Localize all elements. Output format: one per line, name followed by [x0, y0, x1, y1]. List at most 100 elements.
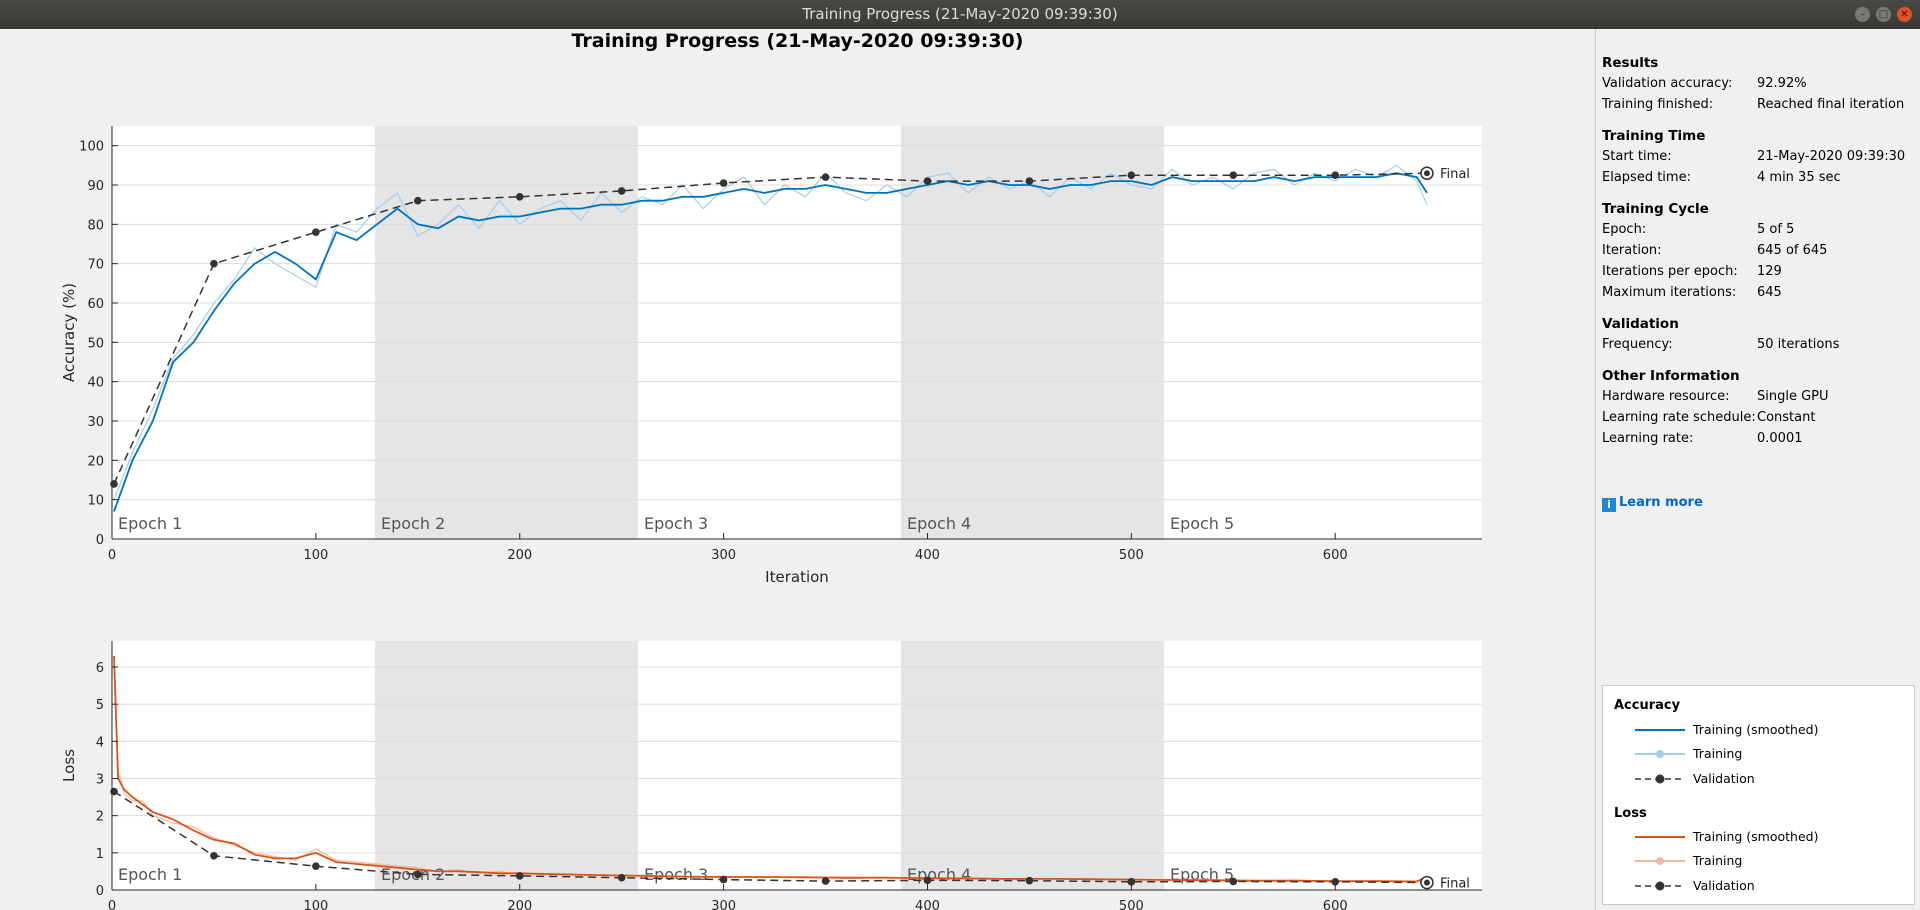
y-tick-label: 90	[87, 179, 104, 194]
maximum-iterations-label: Maximum iterations:	[1602, 285, 1737, 300]
y-tick-label: 3	[96, 773, 104, 788]
validation-point	[617, 873, 626, 882]
x-tick-label: 300	[711, 899, 736, 910]
validation-point	[923, 876, 932, 885]
validation-point	[312, 228, 320, 236]
y-tick-label: 0	[96, 533, 104, 548]
hardware-resource-value: Single GPU	[1757, 389, 1829, 404]
legend-label: Training (smoothed)	[1693, 829, 1819, 844]
epoch-label: Epoch 1	[118, 865, 182, 884]
hardware-resource-label: Hardware resource:	[1602, 389, 1730, 404]
series-line	[113, 790, 1428, 884]
epoch-value: 5 of 5	[1757, 222, 1795, 237]
validation-point	[1229, 877, 1238, 886]
y-tick-label: 10	[87, 494, 104, 509]
validation-accuracy-label: Validation accuracy:	[1602, 76, 1733, 91]
epoch-band	[374, 126, 638, 539]
start-time-label: Start time:	[1602, 149, 1672, 164]
y-tick-label: 4	[96, 735, 104, 750]
x-axis-label: Iteration	[765, 568, 829, 586]
legend-line-icon	[1635, 836, 1685, 838]
x-tick-label: 600	[1323, 899, 1348, 910]
iterations-per-epoch-label: Iterations per epoch:	[1602, 264, 1738, 279]
legend-accuracy-heading: Accuracy	[1614, 698, 1681, 713]
frequency-label: Frequency:	[1602, 337, 1673, 352]
legend-label: Training (smoothed)	[1693, 722, 1819, 737]
validation-point	[1229, 171, 1238, 179]
validation-point	[1331, 878, 1340, 886]
legend-line-marker-icon	[1635, 750, 1685, 758]
plot-area: Training Progress (21-May-2020 09:39:30)…	[0, 29, 1595, 910]
epoch-label: Epoch 4	[907, 865, 971, 884]
elapsed-time-value: 4 min 35 sec	[1757, 170, 1841, 185]
y-tick-label: 40	[87, 376, 104, 391]
maximum-iterations-value: 645	[1757, 285, 1782, 300]
learn-more-link[interactable]: i Learn more	[1602, 495, 1703, 512]
learning-rate-schedule-label: Learning rate schedule:	[1602, 410, 1756, 425]
frequency-value: 50 iterations	[1757, 337, 1840, 352]
y-tick-label: 60	[87, 297, 104, 312]
legend-label: Validation	[1693, 878, 1755, 893]
y-axis-label: Accuracy (%)	[60, 283, 78, 382]
legend-label: Validation	[1693, 771, 1755, 786]
x-tick-label: 400	[915, 548, 940, 563]
x-tick-label: 500	[1119, 899, 1144, 910]
info-icon: i	[1602, 498, 1616, 512]
final-label: Final	[1440, 167, 1470, 182]
epoch-label: Epoch 3	[644, 514, 708, 533]
validation-point	[719, 875, 728, 884]
validation-point	[1127, 878, 1136, 886]
epoch-band	[900, 641, 1164, 890]
x-tick-label: 600	[1323, 548, 1348, 563]
x-tick-label: 0	[108, 548, 116, 563]
final-marker-dot	[1423, 170, 1430, 177]
x-tick-label: 500	[1119, 548, 1144, 563]
validation-point	[210, 259, 218, 268]
accuracy-chart: Epoch 1 Epoch 2 Epoch 3 Epoch 4 Epoch 5 Final…	[60, 126, 1482, 586]
training-cycle-heading: Training Cycle	[1602, 201, 1709, 217]
validation-point	[923, 177, 932, 185]
validation-point	[1025, 876, 1034, 885]
plot-background	[112, 126, 1482, 539]
final-label: Final	[1440, 877, 1470, 892]
info-sidebar: Results Validation accuracy: 92.92% Trai…	[1596, 29, 1920, 910]
training-finished-value: Reached final iteration	[1757, 97, 1905, 112]
epoch-label: Epoch 3	[644, 865, 708, 884]
epoch-label: Epoch 4	[907, 514, 971, 533]
x-tick-label: 0	[108, 899, 116, 910]
validation-point	[515, 193, 524, 201]
plot-background	[112, 641, 1482, 890]
training-finished-label: Training finished:	[1602, 97, 1714, 112]
legend-dashed-marker-icon	[1635, 881, 1685, 891]
x-tick-label: 100	[303, 548, 328, 563]
validation-point	[1127, 171, 1136, 179]
loss-chart: Epoch 1 Epoch 2 Epoch 3 Epoch 4 Epoch 5Final…	[60, 641, 1482, 910]
x-tick-label: 400	[915, 899, 940, 910]
y-tick-label: 20	[87, 454, 104, 469]
other-information-heading: Other Information	[1602, 368, 1740, 384]
y-tick-label: 100	[79, 140, 104, 155]
epoch-label: Epoch 1	[118, 514, 182, 533]
x-tick-label: 300	[711, 548, 736, 563]
legend-label: Training	[1693, 853, 1743, 868]
validation-point	[821, 877, 830, 885]
y-tick-label: 2	[96, 810, 104, 825]
minimize-icon[interactable]: –	[1855, 7, 1870, 22]
validation-accuracy-value: 92.92%	[1757, 76, 1807, 91]
iteration-value: 645 of 645	[1757, 243, 1828, 258]
learning-rate-value: 0.0001	[1757, 431, 1803, 446]
training-time-heading: Training Time	[1602, 128, 1706, 144]
elapsed-time-label: Elapsed time:	[1602, 170, 1691, 185]
validation-point	[110, 787, 118, 796]
y-tick-label: 30	[87, 415, 104, 430]
validation-point	[414, 870, 422, 879]
close-icon[interactable]: ✕	[1897, 7, 1912, 22]
legend-line-icon	[1635, 729, 1685, 731]
panel-divider[interactable]	[1595, 29, 1596, 910]
maximize-icon[interactable]: □	[1876, 7, 1891, 22]
learn-more-label: Learn more	[1619, 495, 1703, 510]
x-tick-label: 200	[507, 548, 532, 563]
iterations-per-epoch-value: 129	[1757, 264, 1782, 279]
y-tick-label: 50	[87, 336, 104, 351]
start-time-value: 21-May-2020 09:39:30	[1757, 149, 1906, 164]
